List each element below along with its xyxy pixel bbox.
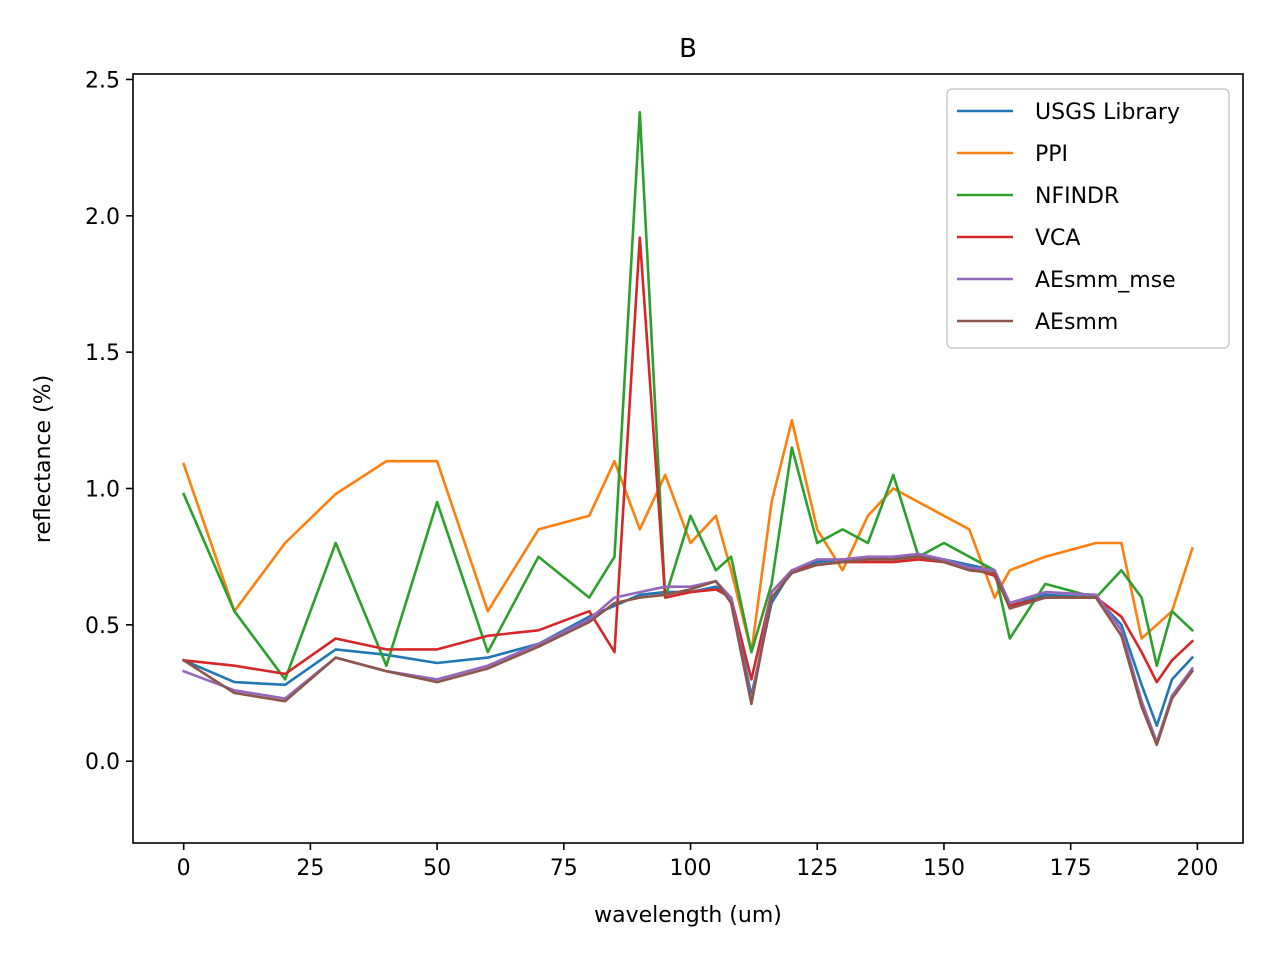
series-line-aesmm-mse: [182, 552, 1195, 744]
legend-label: USGS Library: [1035, 100, 1180, 125]
plot-lines: [181, 110, 1195, 747]
series-line-aesmm: [181, 555, 1195, 747]
legend-label: PPI: [1035, 142, 1068, 167]
chart-title: B: [679, 34, 697, 64]
y-tick-label: 0.5: [85, 614, 120, 639]
legend-label: AEsmm_mse: [1035, 268, 1176, 293]
x-tick-label: 175: [1050, 856, 1092, 881]
legend-label: NFINDR: [1035, 184, 1119, 209]
y-tick-label: 2.5: [85, 68, 120, 93]
y-tick-label: 0.0: [85, 750, 120, 775]
x-tick-label: 75: [550, 856, 578, 881]
series-line-ppi: [182, 418, 1194, 654]
x-tick-label: 50: [423, 856, 451, 881]
plot-area-frame: [132, 73, 1244, 844]
y-tick-label: 1.5: [85, 341, 120, 366]
x-tick-label: 125: [796, 856, 838, 881]
series-line-nfindr: [181, 110, 1195, 681]
x-axis-ticks: 0 25 50 75 100 125 150 175 200: [177, 843, 1218, 881]
x-tick-label: 200: [1176, 856, 1218, 881]
x-axis-label: wavelength (um): [594, 903, 782, 928]
x-tick-label: 100: [670, 856, 712, 881]
legend: USGS Library PPI NFINDR VCA AEsmm_mse AEsmm: [946, 88, 1230, 349]
legend-label: VCA: [1035, 226, 1080, 251]
legend-label: AEsmm: [1035, 310, 1118, 335]
x-tick-label: 25: [296, 856, 324, 881]
legend-box: [946, 88, 1230, 349]
y-tick-label: 1.0: [85, 477, 120, 502]
y-axis-ticks: 0.0 0.5 1.0 1.5 2.0 2.5: [85, 68, 133, 775]
y-tick-label: 2.0: [85, 205, 120, 230]
x-tick-label: 0: [177, 856, 191, 881]
y-axis-label: reflectance (%): [31, 375, 56, 543]
x-tick-label: 150: [923, 856, 965, 881]
